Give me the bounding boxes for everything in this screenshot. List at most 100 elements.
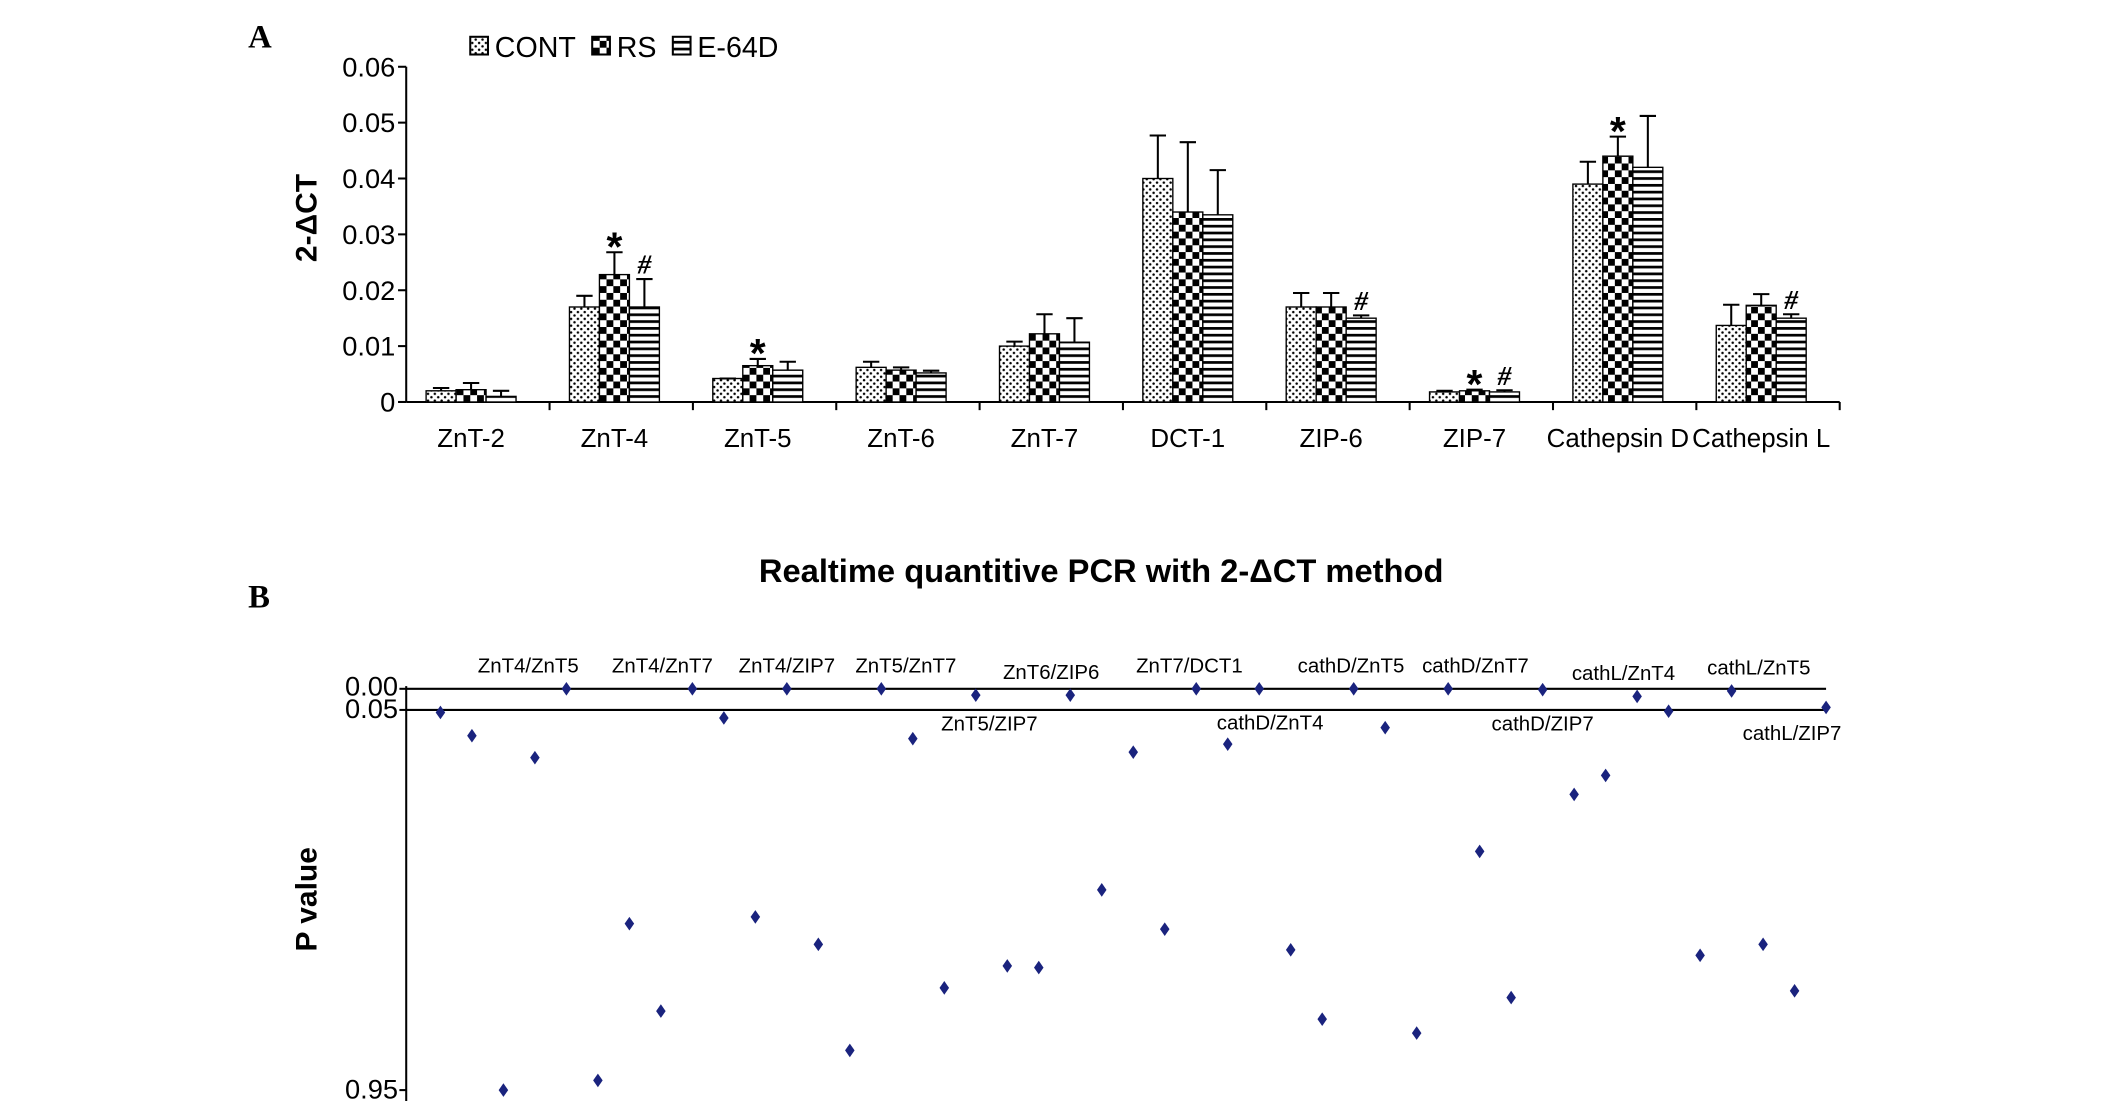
y-tick-label: 0.95 — [345, 1073, 398, 1101]
panel-label: B — [248, 580, 270, 616]
point — [971, 688, 981, 702]
point — [1285, 943, 1296, 957]
error-bar — [749, 357, 766, 366]
error-bar — [1783, 313, 1800, 319]
point — [1569, 787, 1579, 802]
error-bar — [1496, 389, 1513, 392]
bar — [855, 366, 887, 403]
bar — [1488, 391, 1521, 403]
error-bar — [779, 360, 796, 371]
point — [750, 910, 761, 924]
error-bar — [1209, 169, 1226, 215]
bar — [1602, 155, 1634, 403]
bar — [1775, 317, 1807, 403]
bar — [1058, 341, 1091, 403]
point — [435, 705, 446, 720]
point — [1663, 704, 1674, 719]
point — [1474, 844, 1485, 859]
legend-swatch — [591, 35, 611, 56]
significance-mark: * — [1467, 361, 1483, 407]
error-bar — [1179, 141, 1196, 213]
error-bar — [1609, 135, 1627, 157]
y-tick-label: 0.03 — [342, 219, 395, 250]
point — [498, 1083, 509, 1097]
bar — [1142, 177, 1174, 403]
point — [1002, 959, 1013, 973]
point — [1600, 768, 1611, 783]
error-bar — [1352, 314, 1370, 319]
point — [1191, 681, 1202, 696]
point-label: cathL/ZnT4 — [1572, 663, 1675, 685]
point — [1758, 937, 1768, 952]
error-bar — [1753, 293, 1770, 306]
point — [813, 937, 824, 952]
bar — [885, 369, 917, 403]
bar — [1285, 306, 1317, 403]
point-label: ZnT5/ZnT7 — [855, 655, 956, 677]
bar — [1632, 166, 1664, 403]
bar — [455, 389, 487, 403]
point — [876, 681, 887, 696]
point-label: cathD/ZnT7 — [1422, 655, 1529, 677]
x-tick-label: ZnT-4 — [581, 425, 649, 453]
bar — [485, 395, 517, 403]
error-bar — [576, 294, 593, 307]
y-axis-label: P value — [290, 847, 323, 951]
point — [1128, 745, 1139, 759]
significance-mark: * — [750, 330, 766, 376]
legend-swatch — [469, 35, 489, 56]
bar — [628, 306, 661, 403]
x-tick-label: ZnT-5 — [724, 425, 792, 453]
x-tick-label: ZnT-6 — [867, 425, 935, 453]
bar — [598, 273, 631, 403]
point-label: ZnT4/ZnT7 — [612, 655, 713, 677]
bar — [712, 377, 744, 403]
point-label: ZnT4/ZnT5 — [478, 655, 579, 677]
point — [1821, 700, 1831, 715]
point — [1317, 1012, 1327, 1026]
error-bar — [462, 381, 480, 390]
point — [1034, 960, 1044, 975]
point — [1443, 681, 1453, 696]
point — [530, 750, 540, 765]
point — [1065, 688, 1076, 702]
point — [1726, 684, 1737, 698]
point — [719, 711, 729, 725]
error-bar — [1579, 160, 1597, 185]
y-tick-label: 0.05 — [345, 693, 398, 724]
point — [656, 1004, 666, 1018]
error-bar — [1639, 114, 1657, 168]
point — [467, 728, 477, 743]
point — [561, 681, 572, 696]
significance-mark: # — [637, 250, 653, 280]
point — [1348, 681, 1359, 696]
bar — [568, 306, 601, 403]
panel-label: A — [248, 20, 272, 56]
error-bar — [1466, 388, 1483, 391]
point-label: ZnT7/DCT1 — [1136, 655, 1243, 677]
significance-mark: * — [1610, 108, 1626, 154]
point — [1159, 922, 1170, 936]
point — [1411, 1026, 1422, 1040]
point — [1632, 689, 1642, 704]
y-tick-label: 0.04 — [342, 163, 395, 194]
point-label: cathD/ZIP7 — [1492, 714, 1594, 736]
x-tick-label: ZnT-7 — [1011, 425, 1079, 453]
point-label: cathD/ZnT4 — [1217, 713, 1324, 735]
point — [1695, 948, 1705, 963]
error-bar — [1322, 292, 1340, 307]
error-bar — [922, 369, 940, 373]
point — [624, 916, 635, 931]
point — [1254, 681, 1264, 696]
point — [908, 731, 918, 746]
bar — [1572, 183, 1604, 403]
bar — [425, 390, 457, 403]
point-label: cathL/ZIP7 — [1743, 723, 1842, 745]
y-tick-label: 0.02 — [342, 275, 395, 306]
y-axis-label: 2-ΔCT — [290, 174, 323, 262]
x-tick-label: Cathepsin D — [1547, 425, 1689, 453]
legend-label: E-64D — [697, 32, 778, 64]
bar — [1315, 306, 1347, 403]
legend-label: RS — [617, 32, 657, 64]
